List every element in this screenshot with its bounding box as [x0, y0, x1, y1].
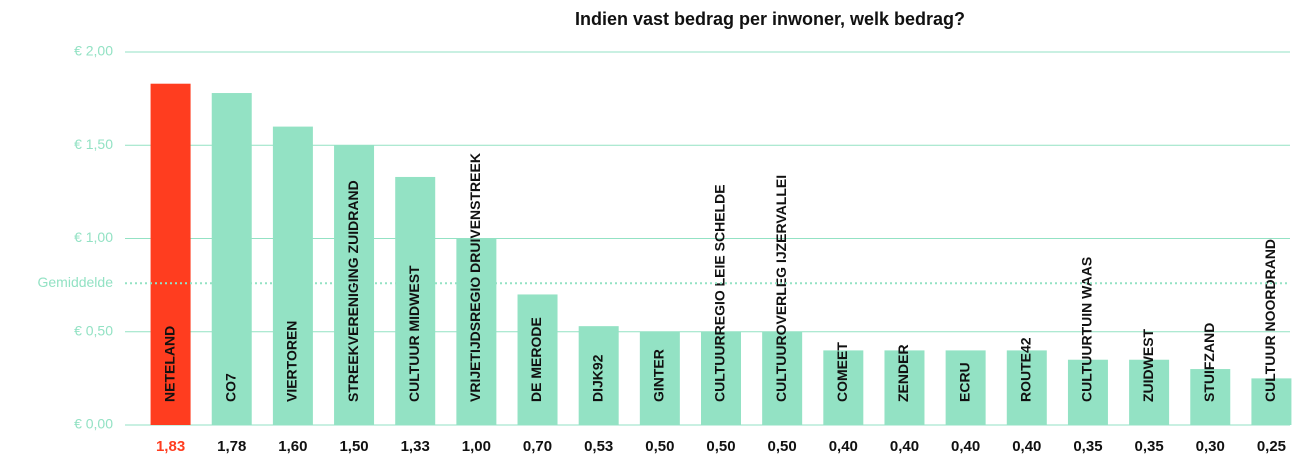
value-label: 0,50	[645, 438, 674, 455]
category-label: DIJK92	[589, 354, 605, 402]
bar	[578, 326, 619, 425]
category-label: DE MERODE	[528, 317, 544, 402]
average-label: Gemiddelde	[38, 274, 114, 290]
category-label: STUIFZAND	[1201, 323, 1217, 402]
bar	[762, 331, 803, 425]
category-label: CULTUURTUIN WAAS	[1079, 257, 1095, 402]
value-label: 1,00	[462, 438, 491, 455]
value-label: 1,78	[217, 438, 246, 455]
category-label: CULTUUR NOORDRAND	[1262, 239, 1278, 402]
value-label: 0,35	[1073, 438, 1102, 455]
category-label: CULTUURREGIO LEIE SCHELDE	[712, 184, 728, 402]
category-label: VIERTOREN	[284, 321, 300, 402]
bar	[1006, 350, 1047, 425]
y-tick-label: € 0,00	[74, 416, 113, 432]
bar	[150, 83, 191, 425]
bar	[823, 350, 864, 425]
bar	[456, 238, 497, 425]
category-label: CULTUUR MIDWEST	[406, 265, 422, 402]
category-label: VRIJETIJDSREGIO DRUIVENSTREEK	[467, 153, 483, 402]
bar	[701, 331, 741, 425]
bar	[884, 350, 925, 425]
bar	[1251, 378, 1292, 425]
category-label: NETELAND	[161, 326, 177, 402]
bar	[272, 126, 313, 425]
value-label: 0,35	[1135, 438, 1164, 455]
bar	[395, 176, 436, 425]
value-label: 0,70	[523, 438, 552, 455]
bar	[334, 145, 375, 425]
bar	[211, 93, 252, 425]
value-label: 0,40	[1012, 438, 1041, 455]
category-label: ZUIDWEST	[1140, 328, 1156, 402]
value-label: 1,33	[401, 438, 430, 455]
y-tick-label: € 0,50	[74, 322, 113, 338]
value-label: 0,50	[768, 438, 797, 455]
value-label: 0,25	[1257, 438, 1286, 455]
value-label: 0,40	[890, 438, 919, 455]
bar	[945, 350, 986, 425]
category-label: COMEET	[834, 342, 850, 402]
category-label: GINTER	[651, 349, 667, 402]
value-label: 1,60	[278, 438, 307, 455]
category-label: ECRU	[956, 362, 972, 402]
value-label: 0,53	[584, 438, 613, 455]
y-tick-label: € 1,00	[74, 229, 113, 245]
category-label: CO7	[222, 373, 238, 402]
value-label: 1,83	[156, 438, 185, 455]
bar	[1190, 369, 1231, 425]
category-label: CULTUUROVERLEG IJZERVALLEI	[773, 175, 789, 402]
y-tick-label: € 2,00	[74, 43, 113, 59]
value-label: 1,50	[339, 438, 368, 455]
value-label: 0,30	[1196, 438, 1225, 455]
value-label: 0,50	[706, 438, 735, 455]
bar	[517, 294, 558, 425]
bar	[1067, 359, 1108, 425]
value-label: 0,40	[829, 438, 858, 455]
value-label: 0,40	[951, 438, 980, 455]
category-label: STREEKVERENIGING ZUIDRAND	[345, 180, 361, 402]
category-label: ZENDER	[895, 344, 911, 402]
bar	[639, 331, 680, 425]
category-label: ROUTE42	[1017, 337, 1033, 402]
bar	[1129, 359, 1170, 425]
y-tick-label: € 1,50	[74, 136, 113, 152]
chart-title: Indien vast bedrag per inwoner, welk bed…	[575, 9, 965, 29]
